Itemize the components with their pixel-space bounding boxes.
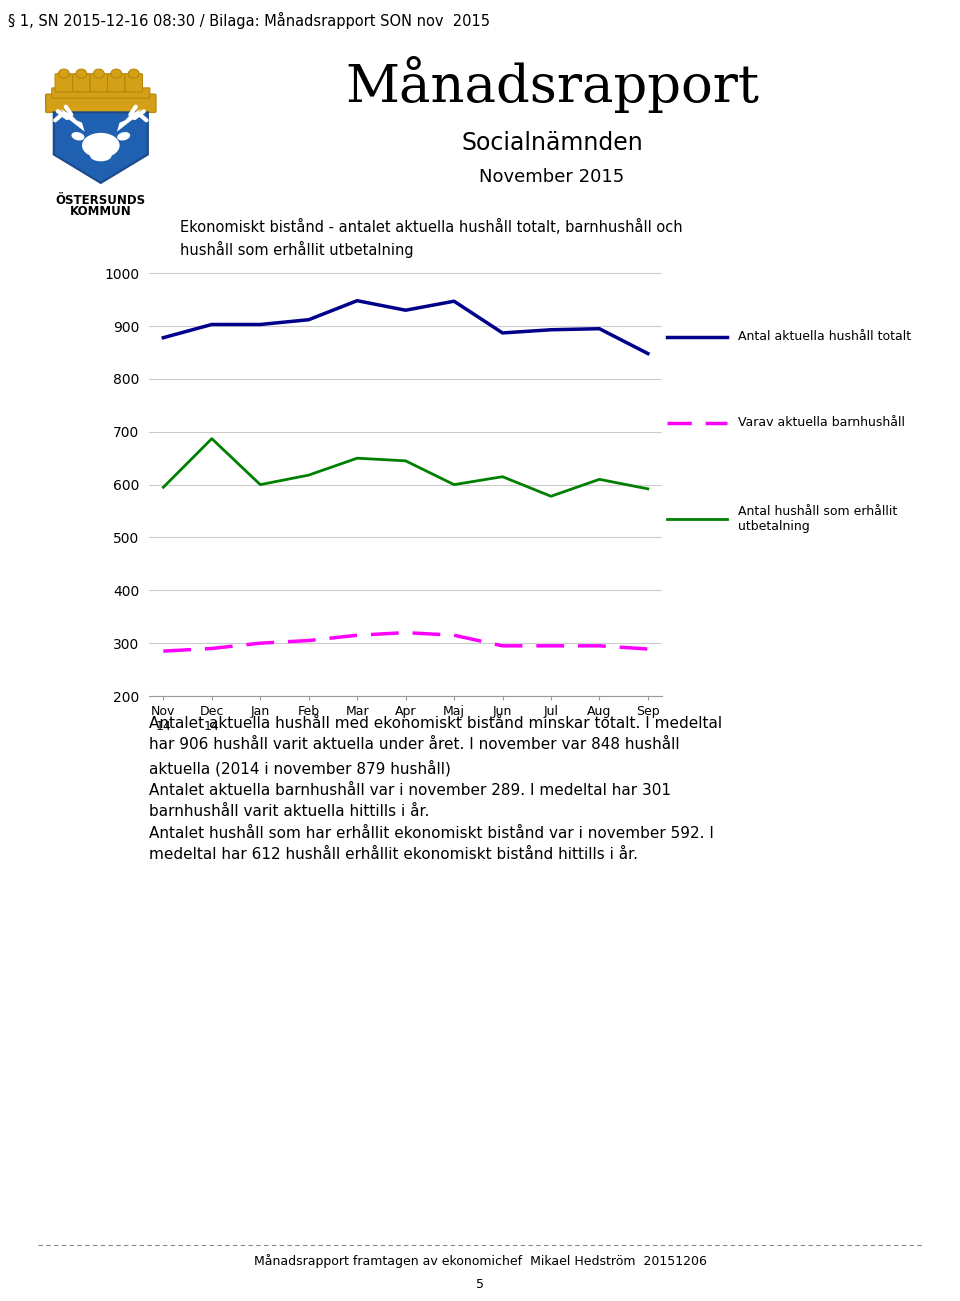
Text: November 2015: November 2015 — [479, 168, 625, 186]
FancyBboxPatch shape — [90, 74, 108, 92]
Text: Varav aktuella barnhushåll: Varav aktuella barnhushåll — [738, 416, 905, 429]
Text: Månadsrapport framtagen av ekonomichef  Mikael Hedström  20151206: Månadsrapport framtagen av ekonomichef M… — [253, 1254, 707, 1267]
Ellipse shape — [90, 150, 111, 161]
Text: § 1, SN 2015-12-16 08:30 / Bilaga: Månadsrapport SON nov  2015: § 1, SN 2015-12-16 08:30 / Bilaga: Månad… — [8, 12, 490, 30]
Polygon shape — [54, 112, 148, 183]
FancyBboxPatch shape — [108, 74, 125, 92]
Text: ÖSTERSUNDS: ÖSTERSUNDS — [56, 194, 146, 207]
Ellipse shape — [117, 133, 131, 141]
Circle shape — [129, 69, 139, 78]
Polygon shape — [117, 109, 141, 131]
FancyBboxPatch shape — [125, 74, 142, 92]
FancyBboxPatch shape — [73, 74, 90, 92]
Circle shape — [111, 69, 122, 78]
Text: Ekonomiskt bistånd - antalet aktuella hushåll totalt, barnhushåll och
hushåll so: Ekonomiskt bistånd - antalet aktuella hu… — [180, 219, 683, 258]
Text: Månadsrapport: Månadsrapport — [345, 56, 759, 113]
Circle shape — [76, 69, 86, 78]
Ellipse shape — [71, 133, 84, 141]
Circle shape — [93, 69, 105, 78]
FancyBboxPatch shape — [52, 88, 150, 98]
Text: KOMMUN: KOMMUN — [70, 204, 132, 217]
Text: Antal hushåll som erhållit
utbetalning: Antal hushåll som erhållit utbetalning — [738, 505, 898, 533]
Text: Antal aktuella hushåll totalt: Antal aktuella hushåll totalt — [738, 330, 911, 343]
FancyBboxPatch shape — [46, 94, 156, 112]
Ellipse shape — [82, 133, 120, 157]
Text: Antalet aktuella hushåll med ekonomiskt bistånd minskar totalt. I medeltal
har 9: Antalet aktuella hushåll med ekonomiskt … — [149, 716, 722, 863]
Text: Socialnämnden: Socialnämnden — [461, 131, 643, 155]
Text: 5: 5 — [476, 1278, 484, 1291]
Circle shape — [59, 69, 69, 78]
Polygon shape — [60, 109, 84, 131]
FancyBboxPatch shape — [55, 74, 73, 92]
